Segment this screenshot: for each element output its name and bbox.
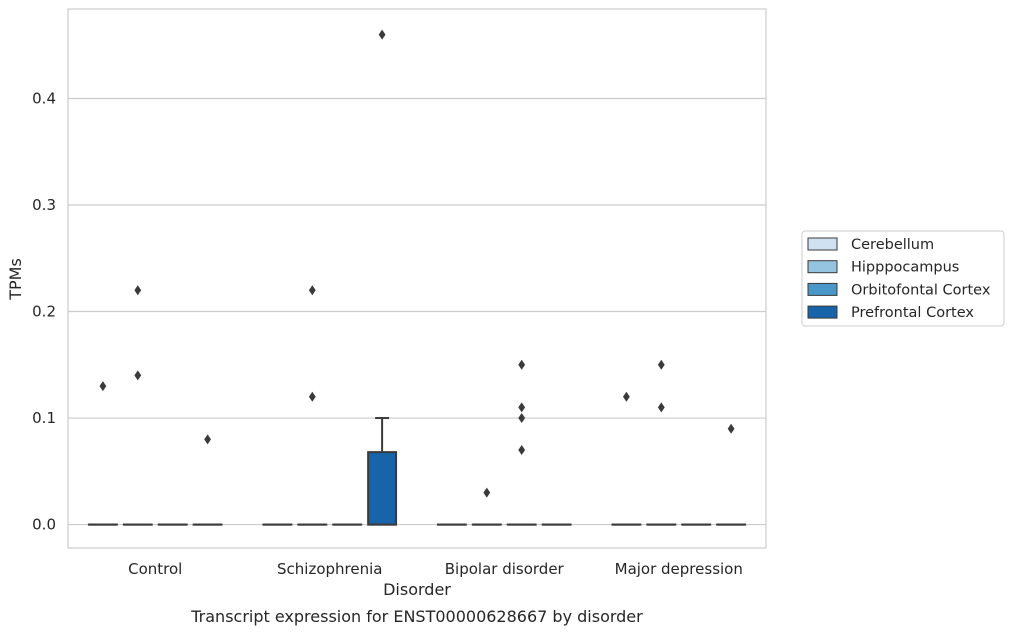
y-tick-label: 0.2 bbox=[32, 303, 56, 321]
plot-frame bbox=[67, 8, 767, 549]
y-tick-labels: 0.0 0.1 0.2 0.3 0.4 bbox=[32, 89, 56, 533]
boxes bbox=[87, 417, 747, 526]
outlier-point bbox=[483, 487, 491, 498]
legend-label: Prefrontal Cortex bbox=[851, 305, 974, 321]
outlier-point bbox=[99, 381, 107, 392]
y-axis-label: TPMs bbox=[6, 258, 25, 301]
legend-label: Cerebellum bbox=[851, 237, 934, 253]
outlier-point bbox=[204, 434, 211, 445]
x-tick-label: Bipolar disorder bbox=[445, 560, 565, 578]
legend-swatch bbox=[807, 237, 838, 251]
y-tick-label: 0.4 bbox=[32, 89, 56, 107]
legend-swatch bbox=[807, 260, 838, 274]
box-body bbox=[367, 451, 398, 526]
outlier-point bbox=[518, 359, 526, 370]
x-tick-label: Control bbox=[128, 560, 182, 578]
legend-swatch bbox=[807, 305, 838, 319]
outlier-point bbox=[378, 29, 386, 40]
x-axis-label: Disorder bbox=[383, 580, 451, 599]
legend: Cerebellum Hipppocampus Orbitofontal Corte… bbox=[801, 230, 1005, 327]
outlier-point bbox=[657, 359, 665, 370]
outlier-point bbox=[134, 370, 142, 381]
x-tick-label: Schizophrenia bbox=[277, 560, 382, 578]
outlier-point bbox=[518, 402, 526, 413]
y-tick-label: 0.0 bbox=[32, 516, 56, 534]
outliers bbox=[99, 29, 735, 498]
x-tick-label: Major depression bbox=[615, 560, 743, 578]
legend-label: Hipppocampus bbox=[851, 260, 959, 276]
outlier-point bbox=[134, 285, 142, 296]
legend-frame bbox=[801, 230, 1005, 327]
legend-label: Orbitofontal Cortex bbox=[851, 282, 991, 298]
outlier-point bbox=[308, 285, 316, 296]
outlier-point bbox=[518, 413, 526, 424]
chart-caption: Transcript expression for ENST0000062866… bbox=[190, 607, 643, 626]
outlier-point bbox=[518, 445, 526, 455]
outlier-point bbox=[727, 423, 735, 434]
outlier-point bbox=[657, 402, 665, 413]
x-tick-labels: Control Schizophrenia Bipolar disorder Majo… bbox=[128, 560, 743, 578]
y-tick-label: 0.1 bbox=[32, 409, 56, 427]
outlier-point bbox=[623, 391, 630, 402]
y-tick-label: 0.3 bbox=[32, 196, 56, 214]
legend-swatch bbox=[807, 282, 838, 296]
gridlines bbox=[68, 97, 766, 526]
outlier-point bbox=[308, 391, 316, 402]
